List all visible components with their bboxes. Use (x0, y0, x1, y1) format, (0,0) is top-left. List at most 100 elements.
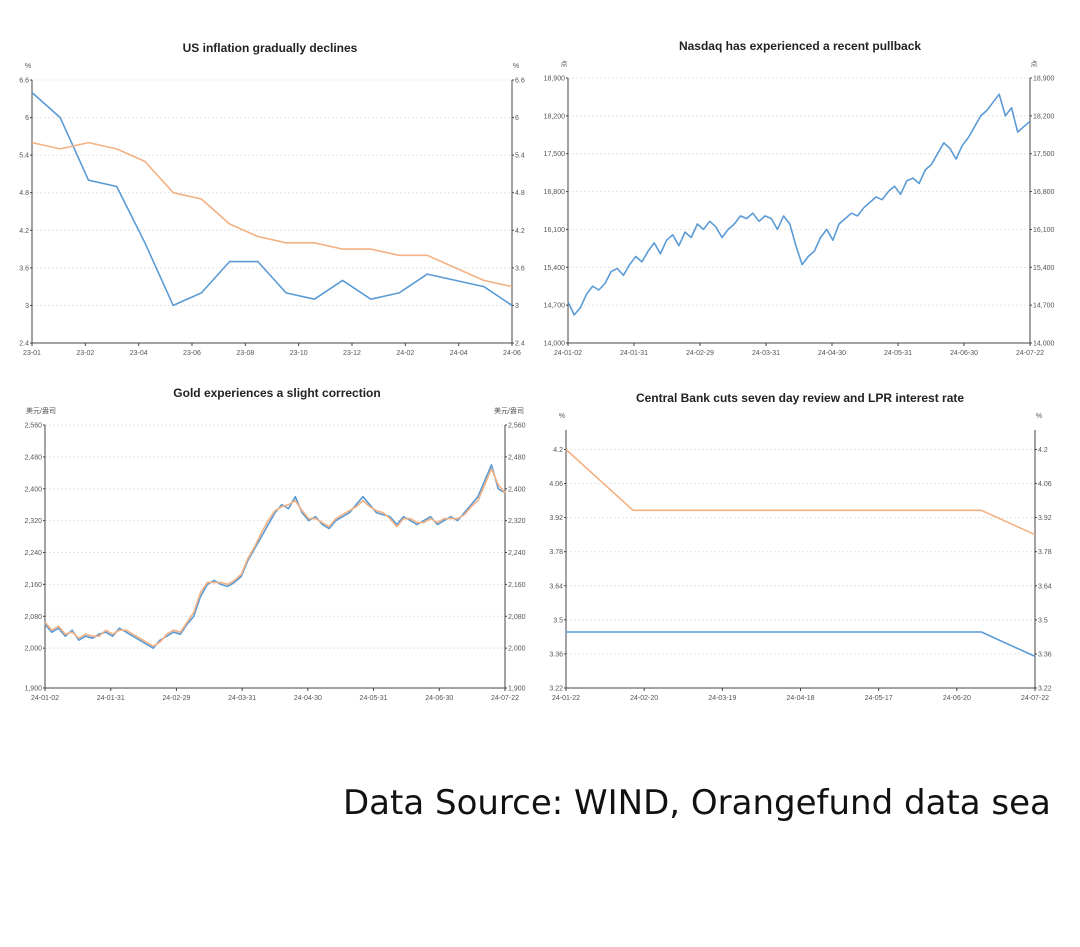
gold-x-tick: 24-01-31 (97, 695, 125, 702)
lpr-y-tick-right: 3.22 (1038, 686, 1052, 693)
inflation-y-tick-right: 6.6 (515, 78, 525, 85)
nasdaq-y-tick-right: 18,900 (1033, 76, 1055, 83)
inflation-y-unit-right: % (513, 63, 519, 70)
inflation-y-tick-right: 3.6 (515, 265, 525, 272)
lpr-y-unit-left: % (559, 413, 565, 420)
inflation-y-tick-right: 4.2 (515, 228, 525, 235)
gold-y-tick-right: 2,400 (508, 486, 526, 493)
gold-x-tick: 24-06-30 (425, 695, 453, 702)
gold-series-blue (44, 463, 506, 650)
nasdaq-y-tick-left: 16,800 (544, 189, 566, 196)
gold-y-unit-right: 美元/盎司 (494, 406, 524, 415)
inflation-y-unit-left: % (25, 63, 31, 70)
inflation-x-tick: 24-04 (450, 350, 468, 357)
lpr-y-tick-left: 3.5 (553, 617, 563, 624)
lpr-series-orange (565, 448, 1036, 536)
lpr-y-tick-right: 3.36 (1038, 651, 1052, 658)
nasdaq-y-tick-left: 15,400 (544, 265, 566, 272)
inflation-series-orange (31, 141, 513, 288)
inflation-y-tick-left: 6 (25, 115, 29, 122)
inflation-y-tick-left: 2.4 (19, 341, 29, 348)
lpr-x-tick: 24-04-18 (786, 695, 814, 702)
nasdaq-y-tick-right: 16,800 (1033, 189, 1055, 196)
data-source-note: Data Source: WIND, Orangefund data sea (343, 783, 1051, 823)
nasdaq-y-tick-left: 14,000 (544, 341, 566, 348)
inflation-y-tick-left: 3.6 (19, 265, 29, 272)
gold-y-tick-right: 2,560 (508, 423, 526, 430)
inflation-x-tick: 24-02 (396, 350, 414, 357)
gold-y-unit-left: 美元/盎司 (26, 406, 56, 415)
gold-y-tick-left: 1,900 (24, 686, 42, 693)
nasdaq-series-blue (567, 93, 1031, 316)
lpr-y-tick-right: 3.64 (1038, 583, 1052, 590)
nasdaq-y-unit-right: 点 (1031, 60, 1038, 68)
inflation-y-tick-right: 3 (515, 303, 519, 310)
nasdaq-title: Nasdaq has experienced a recent pullback (679, 39, 921, 53)
inflation-y-tick-left: 5.4 (19, 153, 29, 160)
lpr-y-tick-right: 4.06 (1038, 481, 1052, 488)
lpr-y-tick-left: 3.78 (549, 549, 563, 556)
gold-y-tick-right: 2,000 (508, 646, 526, 653)
nasdaq-y-tick-right: 18,200 (1033, 113, 1055, 120)
inflation-x-tick: 24-06 (503, 350, 521, 357)
gold-y-tick-right: 2,480 (508, 454, 526, 461)
nasdaq-y-tick-right: 15,400 (1033, 265, 1055, 272)
gold-y-tick-right: 2,240 (508, 550, 526, 557)
nasdaq-y-tick-right: 16,100 (1033, 227, 1055, 234)
lpr-y-tick-right: 3.78 (1038, 549, 1052, 556)
lpr-x-tick: 24-01-22 (552, 695, 580, 702)
gold-y-tick-left: 2,160 (24, 582, 42, 589)
inflation-y-tick-left: 4.2 (19, 228, 29, 235)
lpr-y-tick-right: 3.92 (1038, 515, 1052, 522)
nasdaq-x-tick: 24-01-02 (554, 350, 582, 357)
gold-y-tick-left: 2,240 (24, 550, 42, 557)
nasdaq-y-unit-left: 点 (561, 60, 568, 68)
inflation-x-tick: 23-01 (23, 350, 41, 357)
gold-x-tick: 24-04-30 (294, 695, 322, 702)
inflation-series-blue (31, 91, 513, 307)
lpr-series-blue (566, 631, 1036, 658)
nasdaq-x-tick: 24-02-29 (686, 350, 714, 357)
gold-x-tick: 24-03-31 (228, 695, 256, 702)
inflation-x-tick: 23-10 (290, 350, 308, 357)
gold-y-tick-left: 2,560 (24, 423, 42, 430)
lpr-x-tick: 24-02-20 (630, 695, 658, 702)
nasdaq-x-tick: 24-05-31 (884, 350, 912, 357)
nasdaq-x-tick: 24-01-31 (620, 350, 648, 357)
inflation-y-tick-left: 6.6 (19, 78, 29, 85)
lpr-x-tick: 24-07-22 (1021, 695, 1049, 702)
gold-y-tick-right: 2,320 (508, 518, 526, 525)
lpr-y-tick-left: 4.06 (549, 481, 563, 488)
nasdaq-y-tick-left: 16,100 (544, 227, 566, 234)
lpr-y-tick-left: 3.36 (549, 651, 563, 658)
gold-y-tick-left: 2,080 (24, 614, 42, 621)
gold-title: Gold experiences a slight correction (173, 386, 380, 400)
inflation-x-tick: 23-04 (130, 350, 148, 357)
lpr-x-tick: 24-06-20 (943, 695, 971, 702)
gold-y-tick-left: 2,400 (24, 486, 42, 493)
lpr-y-tick-left: 3.64 (549, 583, 563, 590)
lpr-x-tick: 24-03-19 (708, 695, 736, 702)
gold-series-orange (44, 467, 506, 648)
nasdaq-x-tick: 24-07-22 (1016, 350, 1044, 357)
lpr-y-tick-right: 4.2 (1038, 447, 1048, 454)
lpr-y-tick-right: 3.5 (1038, 617, 1048, 624)
inflation-x-tick: 23-12 (343, 350, 361, 357)
gold-y-tick-right: 1,900 (508, 686, 526, 693)
lpr-title: Central Bank cuts seven day review and L… (636, 391, 964, 405)
gold-y-tick-left: 2,320 (24, 518, 42, 525)
nasdaq-y-tick-left: 18,200 (544, 113, 566, 120)
gold-x-tick: 24-05-31 (360, 695, 388, 702)
nasdaq-x-tick: 24-03-31 (752, 350, 780, 357)
gold-x-tick: 24-07-22 (491, 695, 519, 702)
inflation-y-tick-left: 4.8 (19, 190, 29, 197)
nasdaq-x-tick: 24-06-30 (950, 350, 978, 357)
lpr-y-tick-left: 3.92 (549, 515, 563, 522)
gold-x-tick: 24-01-02 (31, 695, 59, 702)
nasdaq-y-tick-right: 14,000 (1033, 341, 1055, 348)
nasdaq-y-tick-left: 18,900 (544, 76, 566, 83)
nasdaq-y-tick-right: 17,500 (1033, 151, 1055, 158)
lpr-y-tick-left: 3.22 (549, 686, 563, 693)
inflation-x-tick: 23-06 (183, 350, 201, 357)
